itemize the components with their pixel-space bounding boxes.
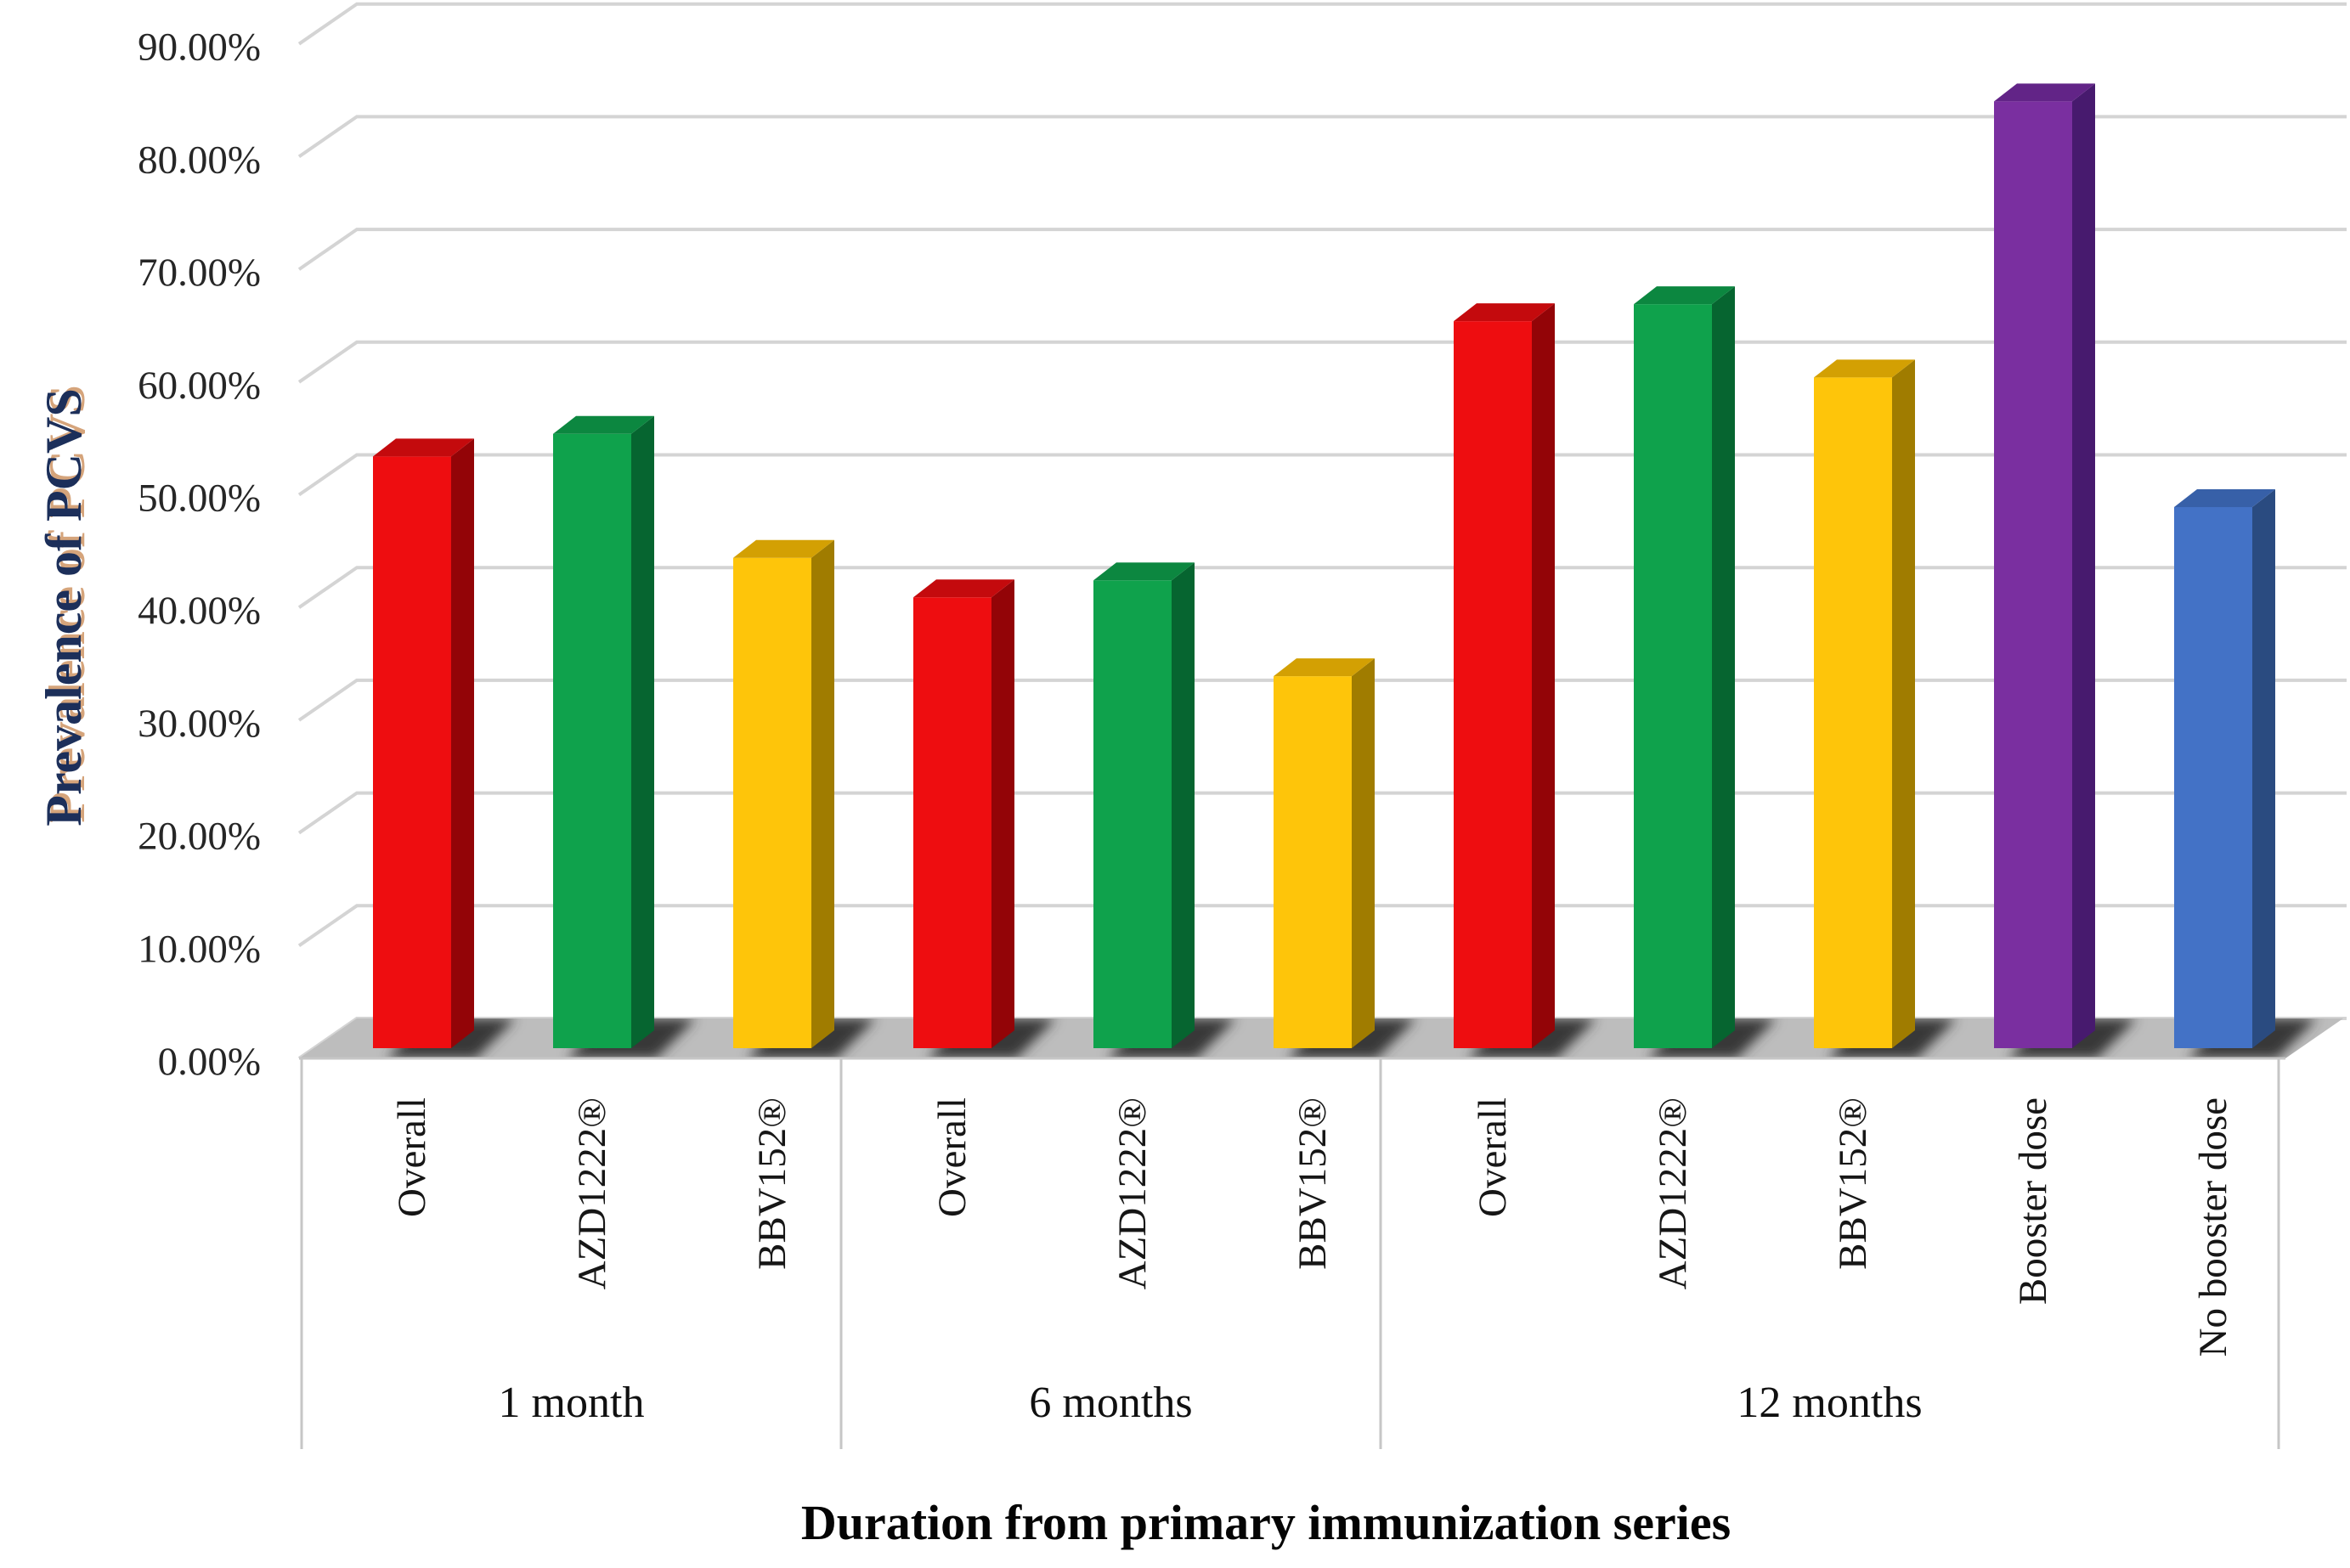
bar-top-face: [1814, 359, 1915, 378]
bar-top-face: [1634, 286, 1735, 305]
y-tick-label: 70.00%: [138, 251, 261, 295]
bar-side-face: [631, 415, 654, 1048]
bar-top-face: [2174, 489, 2275, 508]
bar-side-face: [1352, 658, 1375, 1048]
bar-front-face: [1994, 101, 2072, 1049]
category-label-azd1222: AZD1222®: [1651, 1097, 1695, 1289]
bar-1-month-azd1222: [553, 415, 654, 1048]
bar-top-face: [1274, 658, 1375, 677]
bar-1-month-bbv152: [733, 539, 834, 1048]
bar-12-months-no-booster-dose: [2174, 489, 2275, 1048]
y-axis-title-shadow: Prevalence of PCVS: [39, 385, 95, 822]
axis-frame: [299, 1057, 2285, 1449]
x-axis-title: Duration from primary immunization serie…: [801, 1495, 1731, 1550]
y-tick-label: 60.00%: [138, 364, 261, 408]
group-labels: 1 month 6 months 12 months: [499, 1379, 1923, 1427]
bar-top-face: [1994, 83, 2095, 102]
y-axis-title: Prevalence of PCVS: [36, 388, 92, 826]
bar-front-face: [1274, 676, 1352, 1048]
bar-side-face: [1892, 359, 1915, 1048]
y-tick-label: 50.00%: [138, 477, 261, 521]
bar-top-face: [733, 539, 834, 558]
gridline: [297, 115, 2347, 159]
y-tick-labels: 0.00% 10.00% 20.00% 30.00% 40.00% 50.00% 60.00…: [138, 25, 261, 1084]
group-label-6-months: 6 months: [1029, 1379, 1192, 1427]
y-tick-label: 20.00%: [138, 815, 261, 859]
bar-side-face: [1712, 286, 1735, 1048]
bar-side-face: [811, 539, 834, 1048]
bar-top-face: [1093, 562, 1195, 581]
bar-12-months-overall: [1454, 303, 1555, 1049]
bar-front-face: [1093, 580, 1172, 1048]
bar-6-months-overall: [913, 579, 1014, 1048]
bar-front-face: [373, 456, 451, 1048]
category-label-overall: Overall: [390, 1097, 434, 1217]
category-label-bbv152: BBV152®: [1831, 1097, 1875, 1270]
y-tick-label: 80.00%: [138, 138, 261, 182]
category-label-azd1222: AZD1222®: [1110, 1097, 1155, 1289]
category-label-bbv152: BBV152®: [1291, 1097, 1335, 1270]
group-label-1-month: 1 month: [499, 1379, 645, 1427]
bar-front-face: [733, 557, 811, 1048]
category-label-azd1222: AZD1222®: [570, 1097, 614, 1289]
bar-side-face: [1532, 303, 1555, 1049]
y-tick-label: 30.00%: [138, 702, 261, 746]
gridline: [297, 228, 2347, 271]
category-label-overall: Overall: [1471, 1097, 1515, 1217]
bar-12-months-booster-dose: [1994, 83, 2095, 1049]
bars: [373, 83, 2275, 1049]
bar-front-face: [1814, 377, 1892, 1048]
bar-front-face: [913, 597, 991, 1048]
bar-side-face: [451, 438, 474, 1048]
bar-1-month-overall: [373, 438, 474, 1048]
group-label-12-months: 12 months: [1737, 1379, 1922, 1427]
gridlines: [297, 2, 2347, 1060]
bar-top-face: [1454, 303, 1555, 322]
bar-front-face: [1634, 304, 1712, 1048]
bar-side-face: [991, 579, 1014, 1048]
bar-12-months-azd1222: [1634, 286, 1735, 1048]
bar-top-face: [913, 579, 1014, 598]
category-label-booster-dose: Booster dose: [2011, 1097, 2055, 1305]
bar-12-months-bbv152: [1814, 359, 1915, 1048]
y-tick-label: 10.00%: [138, 927, 261, 971]
bar-top-face: [373, 438, 474, 457]
bar-top-face: [553, 415, 654, 434]
gridline: [297, 2, 2347, 46]
category-label-bbv152: BBV152®: [750, 1097, 794, 1270]
bar-side-face: [1172, 562, 1195, 1048]
category-label-overall: Overall: [930, 1097, 974, 1217]
bar-front-face: [2174, 507, 2252, 1048]
category-label-no-booster-dose: No booster dose: [2191, 1097, 2235, 1356]
bar-front-face: [553, 433, 631, 1048]
bar-6-months-azd1222: [1093, 562, 1195, 1048]
y-tick-label: 40.00%: [138, 589, 261, 633]
bar-front-face: [1454, 321, 1532, 1049]
y-tick-label: 90.00%: [138, 25, 261, 70]
bar-side-face: [2252, 489, 2275, 1048]
bar-side-face: [2072, 83, 2095, 1049]
y-tick-label: 0.00%: [158, 1040, 261, 1084]
bar-6-months-bbv152: [1274, 658, 1375, 1048]
category-labels: Overall AZD1222® BBV152® Overall AZD1222® BBV…: [390, 1097, 2235, 1356]
